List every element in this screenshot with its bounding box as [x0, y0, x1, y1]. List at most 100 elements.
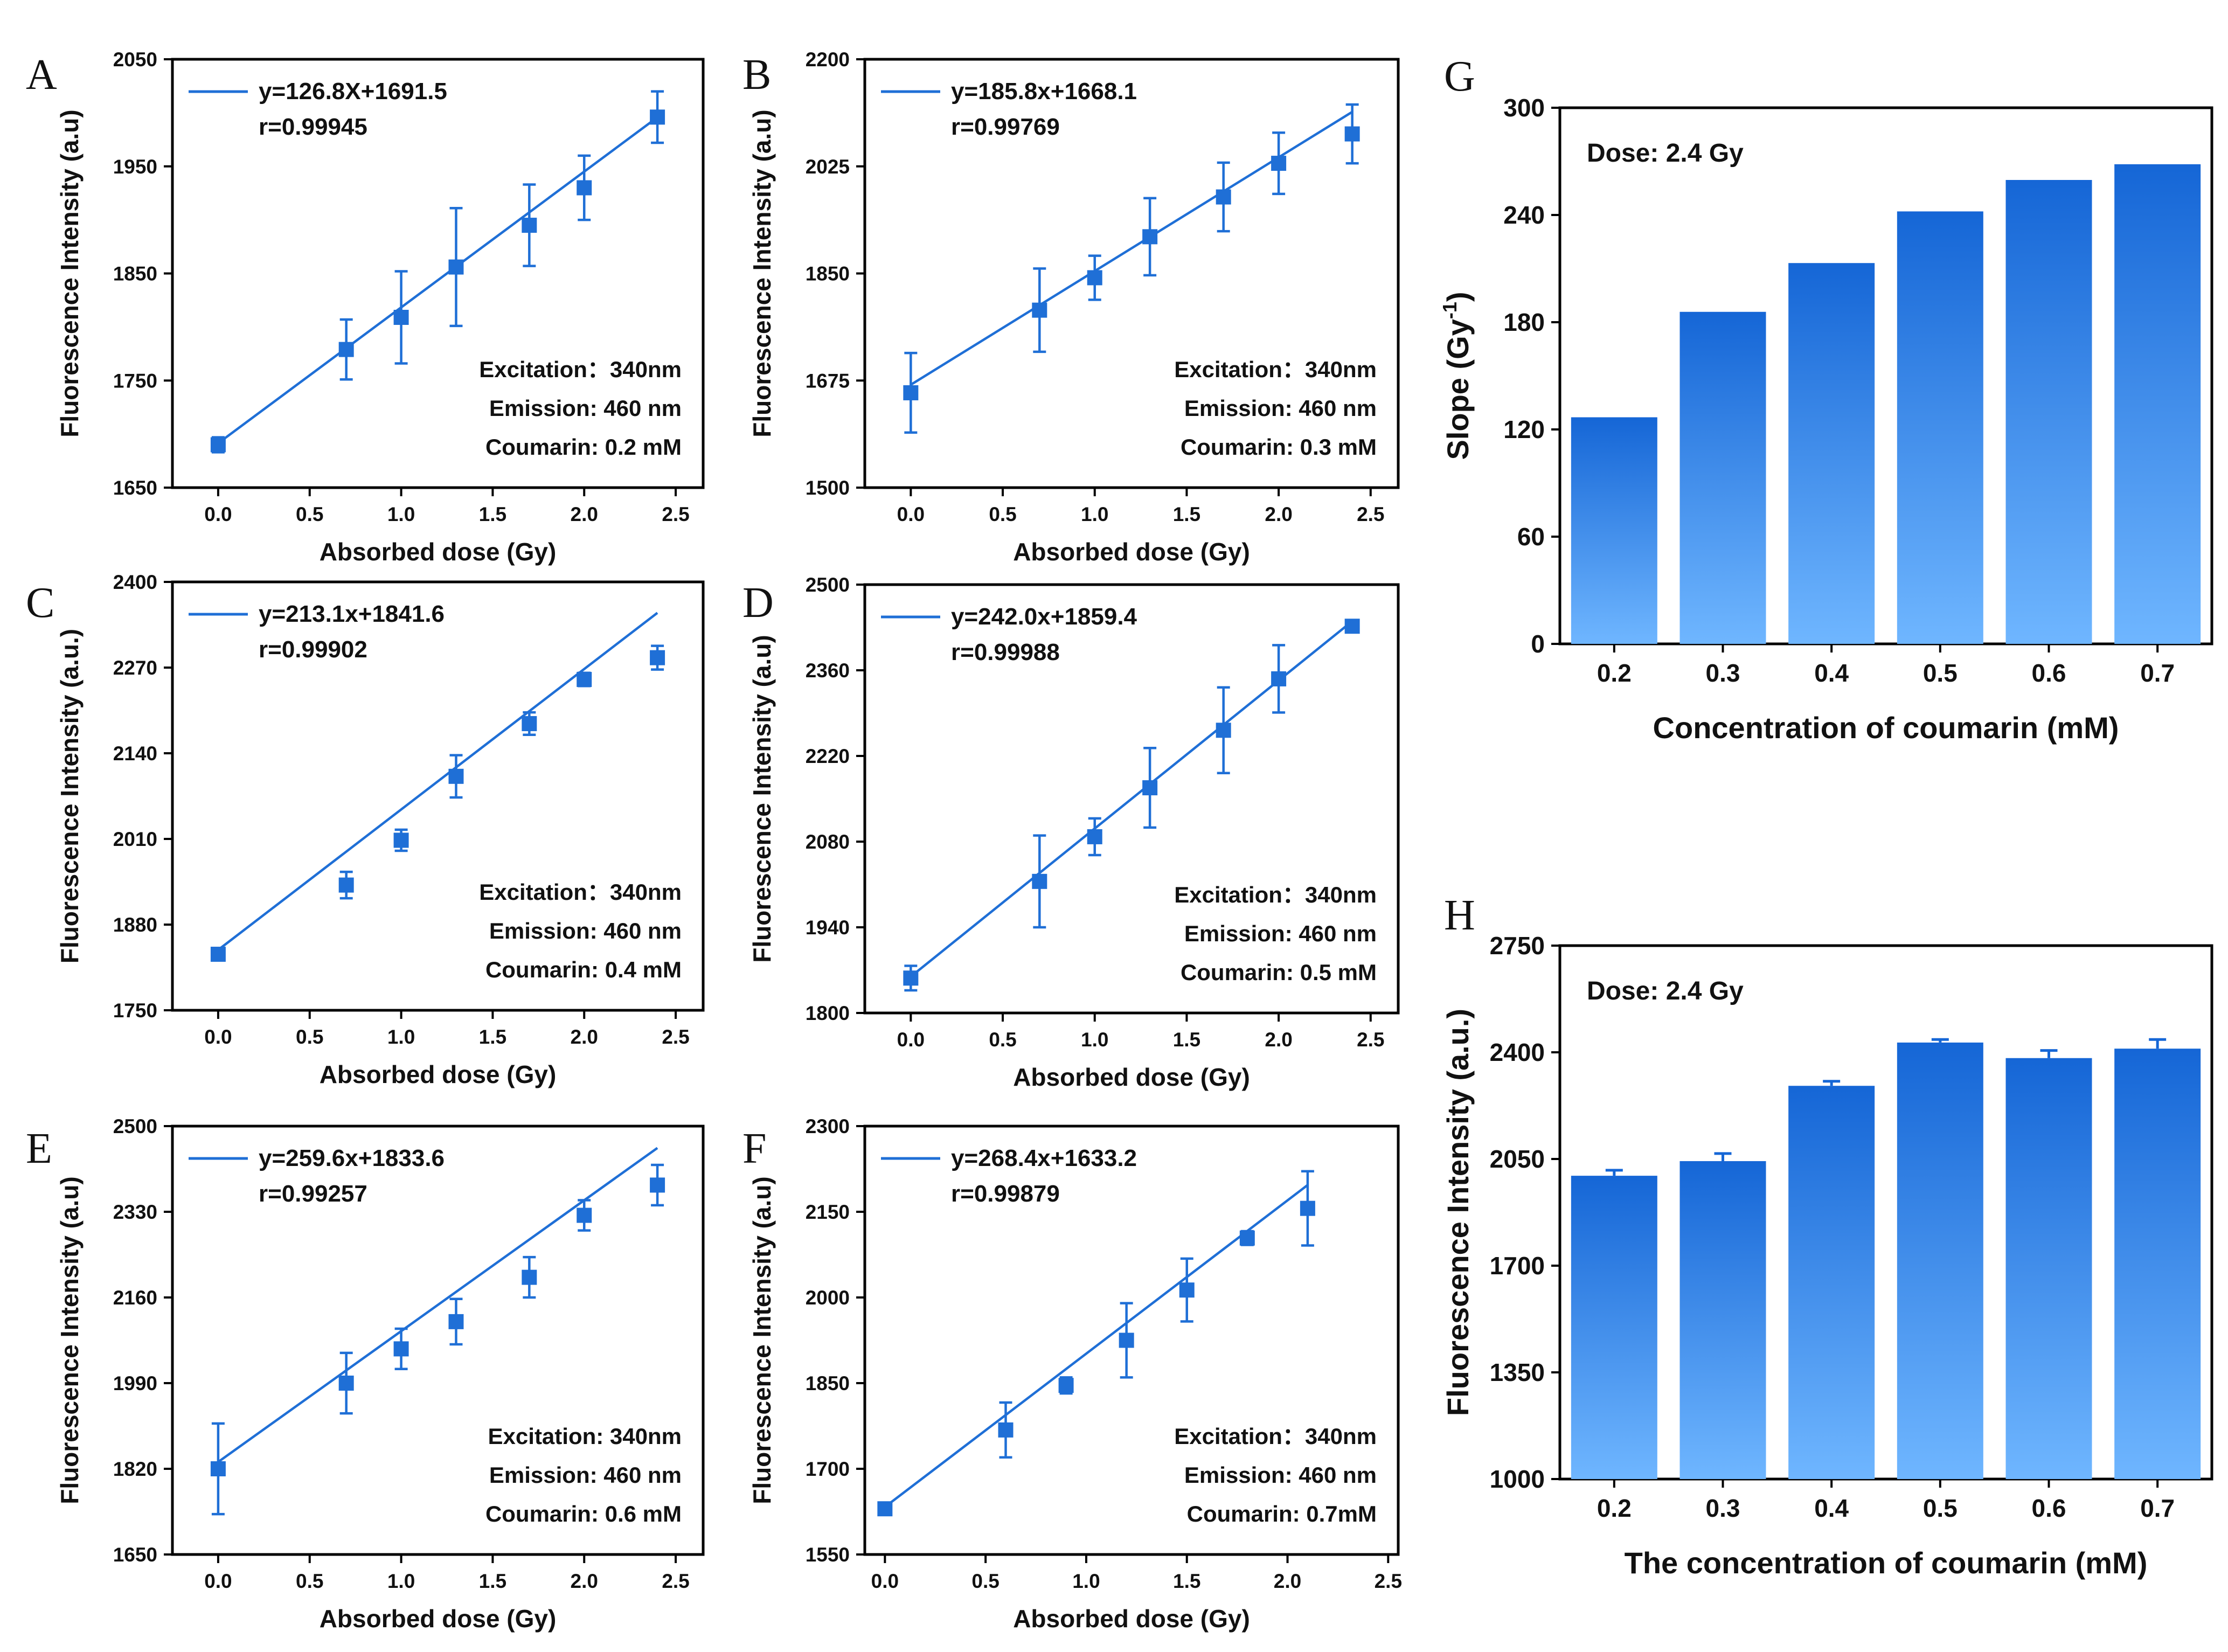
y-tick-label: 2750	[1490, 932, 1545, 960]
y-tick-label: 1940	[806, 917, 850, 939]
y-tick-label: 1820	[113, 1458, 157, 1480]
x-tick-label: 0.2	[1597, 1494, 1632, 1522]
x-axis-label: Concentration of coumarin (mM)	[1653, 711, 2119, 745]
panel-e: E 1650 1820 1990 2160 2330 2500 0.0 0.5 1.0 1.5 2.0…	[26, 1115, 705, 1633]
data-point	[903, 970, 919, 986]
data-point	[522, 218, 537, 233]
data-point	[1032, 873, 1047, 889]
y-tick-label: 180	[1503, 308, 1545, 336]
panel-letter: D	[742, 579, 774, 627]
annotation-text: Coumarin: 0.7mM	[1187, 1501, 1377, 1526]
data-point	[448, 259, 464, 275]
annotation-text: Emission: 460 nm	[489, 1462, 682, 1488]
data-point	[1216, 189, 1231, 205]
data-point	[1179, 1282, 1195, 1298]
y-tick-label: 2500	[806, 574, 850, 596]
x-tick-label: 2.5	[662, 1026, 689, 1048]
fit-line	[217, 612, 658, 951]
y-axis-label: Fluorescence Intensity (a.u)	[748, 1176, 776, 1504]
data-point	[1216, 723, 1231, 738]
bar	[1897, 1042, 1983, 1479]
panel-g: G 0 60 120 180 240 300 0.2 0.3 0.4 0.5 0.6 0.7 Concen…	[1439, 53, 2213, 745]
annotation-text: Emission: 460 nm	[1184, 921, 1377, 946]
annotation-text: Excitation：340nm	[1174, 1424, 1377, 1449]
x-tick-label: 1.5	[1173, 1029, 1200, 1051]
y-tick-label: 2140	[113, 742, 157, 765]
y-axis-label: Fluorescence Intensity (a.u)	[55, 1176, 84, 1504]
annotation-text: Excitation：340nm	[479, 879, 682, 905]
y-tick-label: 1650	[113, 1544, 157, 1566]
x-tick-label: 1.0	[1081, 503, 1108, 525]
bar	[1679, 311, 1766, 644]
bar	[1788, 1086, 1875, 1479]
legend-equation: y=185.8x+1668.1	[951, 78, 1137, 105]
x-tick-label: 2.5	[1357, 503, 1384, 525]
x-axis-label: Absorbed dose (Gy)	[1013, 1605, 1250, 1633]
plot-frame	[171, 1125, 705, 1556]
data-point	[577, 1207, 592, 1223]
x-tick-label: 0.5	[296, 503, 323, 525]
data-point	[1300, 1200, 1315, 1216]
x-axis-label: Absorbed dose (Gy)	[320, 1605, 557, 1633]
y-tick-label: 1990	[113, 1372, 157, 1394]
y-tick-label: 1850	[806, 263, 850, 285]
y-axis-label-superscript: -1	[1439, 302, 1461, 319]
data-point	[522, 716, 537, 731]
x-tick-label: 1.0	[1081, 1029, 1108, 1051]
x-tick-label: 2.0	[1265, 1029, 1292, 1051]
bar	[1897, 211, 1983, 644]
x-tick-label: 2.0	[571, 1570, 598, 1592]
data-point	[393, 832, 409, 848]
x-tick-label: 2.0	[571, 1026, 598, 1048]
data-point	[1271, 156, 1287, 171]
x-axis-label: Absorbed dose (Gy)	[320, 1060, 557, 1088]
data-point	[1271, 671, 1287, 686]
y-tick-label: 120	[1503, 415, 1545, 443]
y-tick-label: 2360	[806, 660, 850, 682]
y-tick-label: 1750	[113, 999, 157, 1022]
data-point	[338, 877, 354, 893]
plot-frame	[171, 580, 705, 1012]
panel-letter: F	[742, 1125, 767, 1172]
x-tick-label: 1.5	[1173, 1570, 1200, 1592]
panel-letter: B	[742, 51, 771, 99]
x-tick-label: 2.0	[1274, 1570, 1301, 1592]
y-tick-label: 2050	[113, 48, 157, 71]
y-tick-label: 2025	[806, 156, 850, 178]
annotation-text: Excitation: 340nm	[488, 1424, 682, 1449]
panel-letter: E	[26, 1125, 52, 1172]
y-tick-label: 1350	[1490, 1358, 1545, 1386]
y-tick-label: 2150	[806, 1201, 850, 1223]
x-tick-label: 1.0	[387, 1570, 415, 1592]
y-tick-label: 1675	[806, 370, 850, 392]
y-tick-label: 2500	[113, 1115, 157, 1137]
legend-r-value: r=0.99879	[951, 1181, 1060, 1207]
bar	[2005, 1058, 2092, 1479]
y-tick-label: 1950	[113, 156, 157, 178]
x-tick-label: 2.5	[1375, 1570, 1402, 1592]
x-tick-label: 0.0	[204, 1570, 232, 1592]
annotation-text: Excitation：340nm	[1174, 882, 1377, 907]
y-tick-label: 1850	[113, 263, 157, 285]
x-tick-label: 1.0	[387, 503, 415, 525]
panel-c: C 1750 1880 2010 2140 2270 2400 0.0 0.5 1.0 1.5 2.0…	[26, 571, 705, 1088]
y-tick-label: 1880	[113, 914, 157, 936]
x-tick-label: 1.5	[479, 1026, 506, 1048]
x-tick-label: 0.5	[1923, 659, 1958, 687]
plot-frame	[863, 583, 1400, 1015]
data-point	[1239, 1230, 1255, 1246]
bar	[2005, 179, 2092, 644]
annotation-text: Emission: 460 nm	[489, 395, 682, 421]
x-tick-label: 1.0	[387, 1026, 415, 1048]
y-tick-label: 2220	[806, 745, 850, 767]
data-point	[1142, 780, 1158, 796]
y-tick-label: 1000	[1490, 1465, 1545, 1493]
x-tick-label: 0.4	[1814, 659, 1849, 687]
y-tick-label: 2050	[1490, 1145, 1545, 1173]
y-tick-label: 2010	[113, 828, 157, 850]
x-tick-label: 1.5	[479, 503, 506, 525]
panel-letter: A	[26, 51, 57, 99]
x-tick-label: 0.6	[2032, 1494, 2066, 1522]
x-tick-label: 0.7	[2140, 1494, 2175, 1522]
annotation-text: Coumarin: 0.4 mM	[485, 957, 682, 982]
